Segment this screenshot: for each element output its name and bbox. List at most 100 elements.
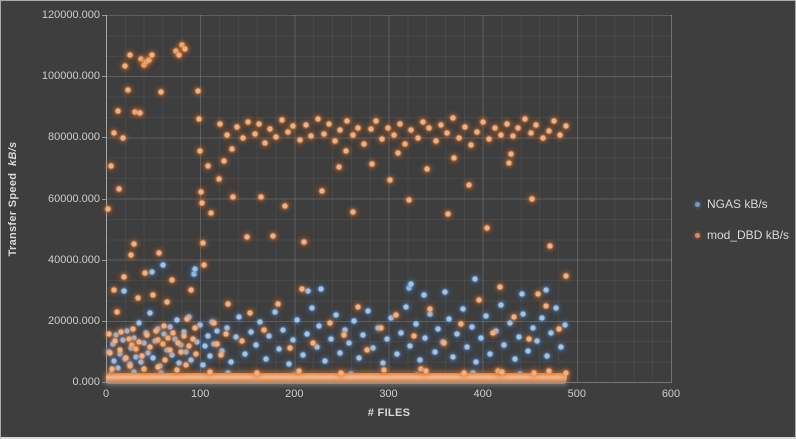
data-point-ngas [205, 333, 211, 339]
data-point-dbd [499, 369, 504, 375]
data-point-ngas [145, 350, 151, 356]
y-tick-mark [102, 76, 106, 78]
data-point-dbd [155, 364, 161, 370]
data-point-dbd [106, 331, 112, 337]
data-point-dbd [111, 287, 117, 293]
data-point-dbd [495, 368, 501, 374]
data-point-ngas [380, 360, 386, 366]
data-point-ngas [266, 333, 272, 339]
data-point-ngas [384, 336, 390, 342]
data-point-dbd [169, 277, 175, 283]
data-point-dbd [557, 132, 563, 138]
data-point-ngas [141, 340, 147, 346]
data-point-dbd [498, 132, 504, 138]
data-point-dbd [224, 132, 230, 138]
data-point-dbd [528, 130, 534, 136]
legend-item-ngas[interactable]: NGAS kB/s [695, 197, 789, 211]
data-point-ngas [562, 322, 568, 328]
data-point-dbd [379, 136, 385, 142]
data-point-ngas [403, 304, 409, 310]
data-point-dbd [173, 48, 179, 54]
data-point-ngas [304, 331, 310, 337]
data-point-ngas [543, 287, 549, 293]
data-point-ngas [128, 345, 134, 351]
data-point-dbd [427, 306, 433, 312]
data-point-dbd [546, 128, 552, 134]
data-point-dbd [267, 126, 273, 132]
x-tick-label: 100 [190, 388, 210, 400]
data-point-dbd [244, 234, 250, 240]
data-point-dbd [381, 367, 387, 373]
data-point-dbd [252, 131, 258, 137]
data-point-dbd [131, 241, 137, 247]
data-point-dbd [355, 304, 361, 310]
data-point-dbd [522, 116, 528, 122]
data-point-dbd [411, 333, 417, 339]
data-point-ngas [493, 328, 499, 334]
data-point-dbd [402, 141, 408, 147]
data-point-dbd [118, 329, 124, 335]
data-point-dbd [508, 151, 514, 157]
data-point-dbd [385, 125, 391, 131]
data-point-ngas [487, 351, 493, 357]
data-point-ngas [150, 355, 156, 361]
data-point-dbd [175, 340, 181, 346]
data-point-dbd [160, 341, 165, 347]
y-tick-label: 40000.000 [48, 253, 100, 266]
legend-label: NGAS kB/s [707, 197, 768, 211]
data-point-dbd [531, 370, 537, 376]
data-point-dbd [182, 46, 188, 52]
data-point-dbd [218, 352, 224, 358]
data-point-dbd [299, 286, 305, 292]
data-point-dbd [480, 119, 486, 125]
y-tick-label: 80000.000 [48, 131, 100, 144]
data-point-dbd [153, 328, 159, 334]
data-point-ngas [520, 311, 526, 317]
data-point-ngas [160, 262, 165, 268]
data-point-ngas [169, 352, 175, 358]
data-point-dbd [438, 122, 444, 128]
legend-item-dbd[interactable]: mod_DBD kB/s [695, 228, 789, 242]
data-point-ngas [176, 360, 182, 366]
data-point-dbd [368, 126, 374, 132]
data-point-dbd [112, 338, 118, 344]
data-point-ngas [512, 356, 518, 362]
data-point-ngas [111, 358, 117, 364]
chart-legend[interactable]: NGAS kB/s mod_DBD kB/s [695, 197, 789, 259]
y-tick-mark [102, 259, 106, 261]
plot-area[interactable] [106, 15, 672, 382]
data-point-dbd [198, 189, 204, 195]
data-point-ngas [427, 311, 433, 317]
data-point-ngas [483, 313, 489, 319]
data-point-dbd [147, 344, 153, 350]
data-point-ngas [408, 281, 414, 287]
data-point-dbd [186, 343, 192, 349]
data-point-dbd [143, 59, 149, 65]
x-tick-label: 500 [567, 388, 586, 400]
data-point-dbd [315, 116, 321, 122]
data-point-ngas [417, 357, 423, 363]
data-point-ngas [224, 325, 230, 331]
data-point-dbd [161, 323, 167, 329]
data-point-dbd [176, 52, 182, 58]
data-point-dbd [563, 273, 569, 279]
data-point-dbd [211, 320, 217, 326]
y-axis-title-text: Transfer Speed [7, 172, 19, 257]
data-point-dbd [326, 121, 332, 127]
data-point-dbd [424, 166, 430, 172]
data-point-ngas [398, 330, 404, 336]
data-point-ngas [248, 329, 254, 335]
legend-marker-icon [695, 201, 700, 207]
data-point-ngas [233, 334, 239, 340]
data-point-dbd [120, 135, 126, 141]
data-point-dbd [296, 368, 302, 374]
data-point-ngas [525, 348, 531, 354]
data-point-ngas [257, 319, 263, 325]
data-point-ngas [253, 342, 259, 348]
data-point-ngas [197, 322, 203, 328]
data-point-ngas [464, 344, 470, 350]
data-point-ngas [530, 325, 536, 331]
data-point-ngas [498, 302, 504, 308]
data-point-ngas [346, 340, 352, 346]
